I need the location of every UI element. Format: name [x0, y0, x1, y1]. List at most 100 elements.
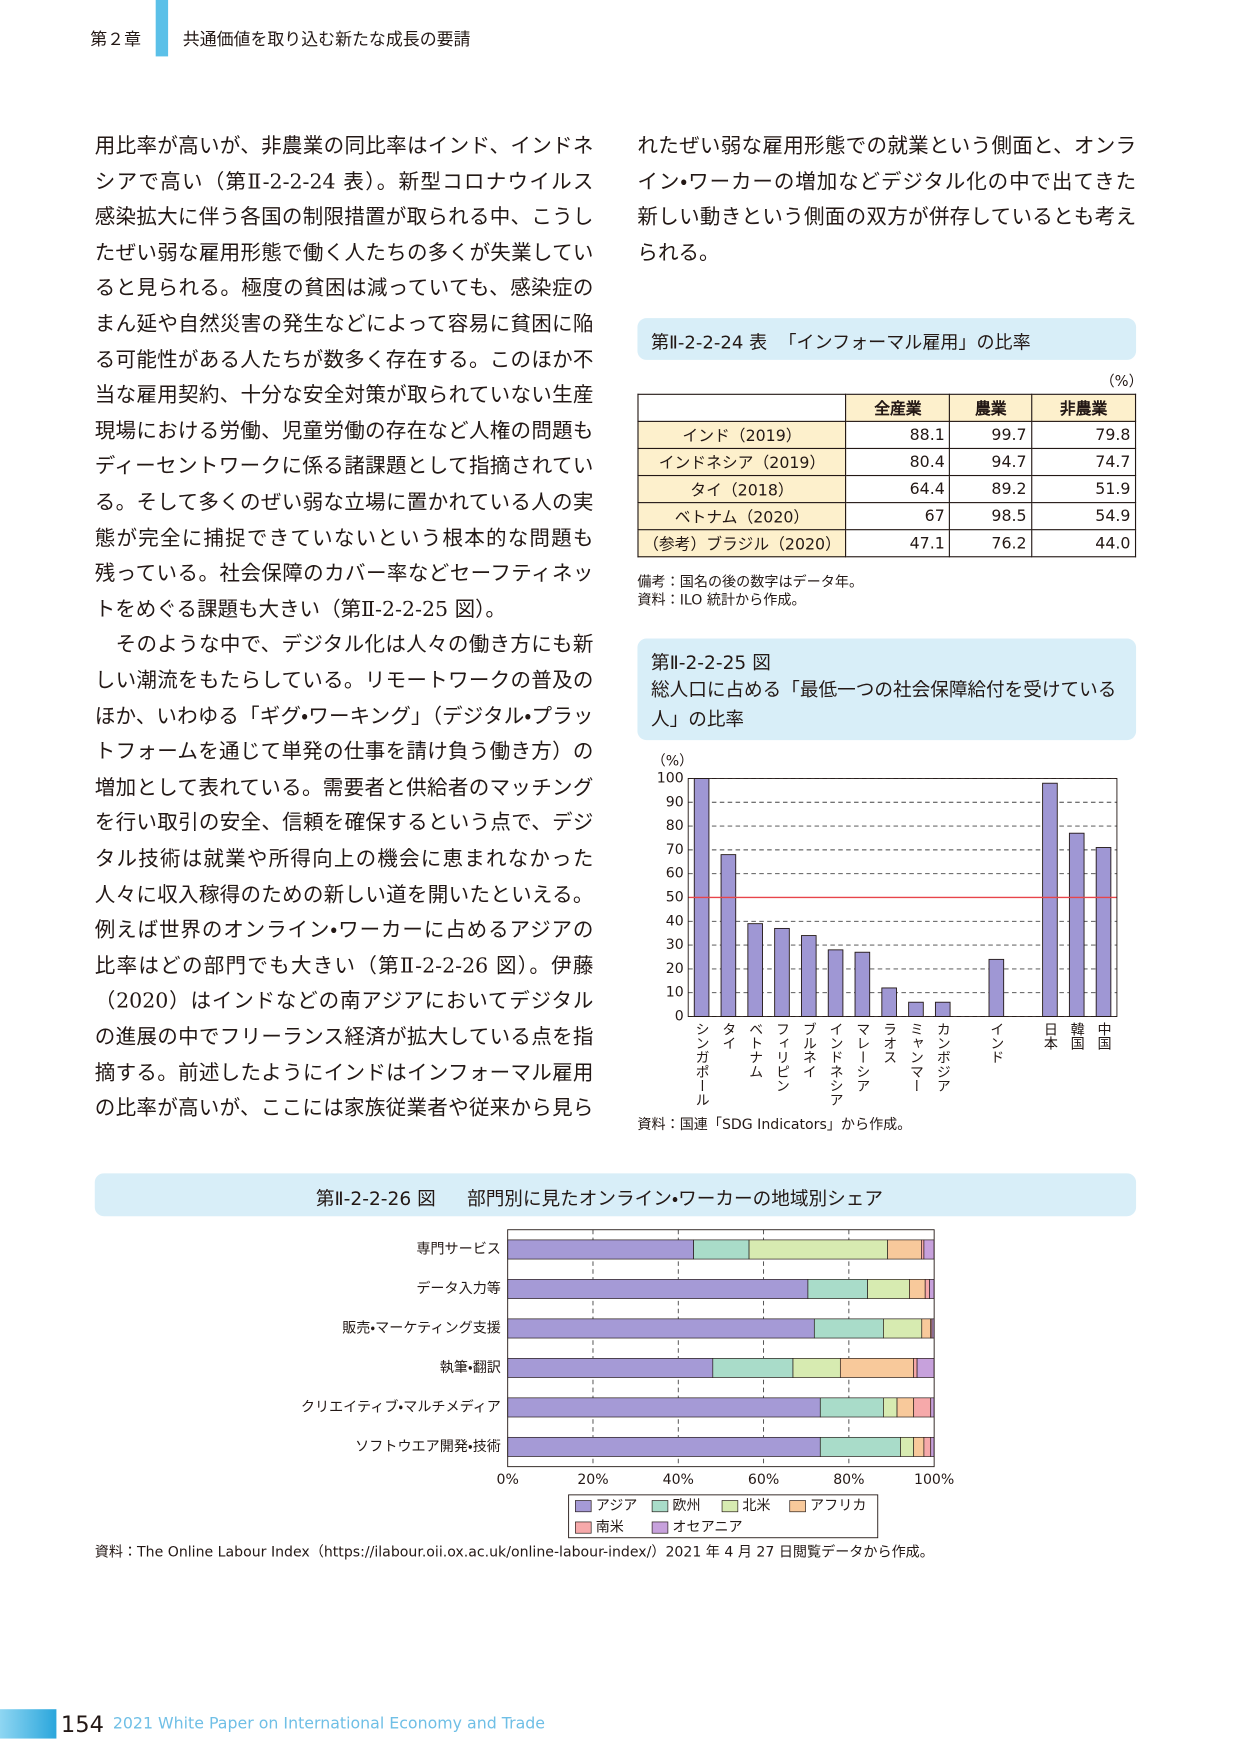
body-line: 摘する。前述したようにインドはインフォーマル雇用 — [94, 1061, 594, 1085]
table-cell: 80.4 — [845, 447, 951, 477]
row-label: （参考）ブラジル（2020） — [637, 529, 847, 558]
figure-title-box: 第Ⅱ-2-2-26 図 部門別に見たオンライン・ワーカーの地域別シェア — [94, 1173, 1137, 1217]
bar — [908, 1001, 924, 1017]
bar-segment — [507, 1239, 694, 1260]
bar-segment — [507, 1358, 714, 1378]
bar — [720, 854, 737, 1017]
table-cell: 64.4 — [845, 474, 951, 504]
bar-segment — [930, 1436, 935, 1457]
legend-label: アジア — [596, 1498, 638, 1514]
bar — [774, 927, 790, 1017]
bar-segment — [792, 1358, 841, 1378]
y-tick-label: 10 — [666, 985, 684, 1001]
bar-segment — [900, 1436, 915, 1457]
table-wrap: 全産業 農業 非農業 インド（2019） 88.1 99.7 79.8 インドネシア（2019… — [637, 393, 1137, 558]
body-line: ると見られる。極度の貧困は減っていても、感染症の — [94, 276, 594, 301]
body-line: しい潮流をもたらしている。リモートワークの普及の — [94, 669, 594, 693]
body-line: そのような中で、デジタル化は人々の働き方にも新 — [94, 633, 594, 658]
x-tick-label: インドネシア — [828, 1022, 844, 1107]
figure-label: 第Ⅱ-2-2-26 図 — [315, 1187, 436, 1210]
bar — [1068, 832, 1085, 1017]
body-line: の比率が高いが、ここには家族従業者や従来から見ら — [94, 1096, 594, 1121]
column-header: 全産業 — [845, 393, 951, 422]
x-tick-label: 20% — [577, 1472, 608, 1488]
x-tick-label: シンガポール — [694, 1022, 710, 1107]
body-line: を行い取引の安全、信頼を確保するという点で、デジ — [94, 811, 594, 836]
body-line: シアで高い（第Ⅱ-2-2-24 表）。新型コロナウイルス — [94, 169, 594, 194]
header-bar — [155, 0, 169, 57]
table-cell: 98.5 — [949, 502, 1033, 531]
plot-frame — [507, 1229, 935, 1468]
table-cell: 79.8 — [1031, 420, 1137, 450]
bar-segment — [924, 1279, 930, 1299]
bar — [881, 987, 897, 1017]
table-header-row: 全産業 農業 非農業 — [637, 393, 1137, 422]
table-cell: 44.0 — [1031, 529, 1137, 558]
bar-segment — [807, 1279, 868, 1299]
table-row: （参考）ブラジル（2020） 47.1 76.2 44.0 — [637, 529, 1137, 558]
table-unit: （%） — [1099, 373, 1144, 391]
bar-segment — [923, 1436, 932, 1457]
y-tick-label: 50 — [666, 889, 684, 905]
x-tick-label: カンボジア — [935, 1022, 951, 1093]
y-tick-label: 60 — [666, 866, 684, 882]
body-line: ほか、いわゆる「ギグ・ワーキング」（デジタル・プラッ — [94, 704, 594, 729]
bar — [988, 958, 1005, 1017]
bar-segment — [867, 1279, 910, 1299]
table-cell: 94.7 — [949, 447, 1033, 477]
body-line: 態が完全に捕捉できていないという根本的な問題も — [94, 526, 594, 551]
bar-segment — [921, 1318, 932, 1339]
legend-label: 欧州 — [672, 1498, 700, 1514]
bar-segment — [883, 1318, 923, 1339]
legend-label: 北米 — [742, 1498, 770, 1514]
table-cell: 51.9 — [1031, 474, 1137, 504]
x-tick-label: 40% — [663, 1472, 694, 1488]
y-tick-label: 執筆・翻訳 — [440, 1360, 501, 1376]
body-line: ディーセントワークに係る諸課題として指摘されてい — [94, 455, 594, 479]
table-row: ベトナム（2020） 67 98.5 54.9 — [637, 502, 1137, 531]
body-line: 増加として表れている。需要者と供給者のマッチング — [94, 775, 594, 800]
x-tick-label: 60% — [748, 1472, 779, 1488]
bar-segment — [913, 1436, 925, 1457]
table: 全産業 農業 非農業 インド（2019） 88.1 99.7 79.8 インドネシア（2019… — [637, 393, 1137, 558]
body-line: 比率はどの部門でも大きい（第Ⅱ-2-2-26 図）。伊藤 — [94, 954, 594, 978]
legend-label: アフリカ — [810, 1498, 866, 1514]
bar-segment — [887, 1239, 922, 1260]
y-tick-label: ソフトウエア開発・技術 — [355, 1439, 501, 1455]
x-tick-label: インド — [988, 1022, 1004, 1064]
body-line: る可能性がある人たちが数多く存在する。このほか不 — [94, 348, 594, 372]
publication: 2021 White Paper on International Econom… — [112, 1714, 546, 1733]
bar-segment — [712, 1358, 794, 1378]
body-line: 用比率が高いが、非農業の同比率はインド、インドネ — [94, 134, 594, 158]
legend-label: オセアニア — [672, 1520, 742, 1536]
body-line: 残っている。社会保障のカバー率などセーフティネッ — [94, 562, 594, 586]
column-header: 非農業 — [1031, 393, 1137, 422]
bar-segment — [896, 1397, 915, 1418]
bar-segment — [929, 1279, 935, 1299]
plot-frame — [687, 778, 1118, 1017]
table-title: 「インフォーマル雇用」の比率 — [778, 331, 1031, 354]
x-tick-label: マレーシア — [854, 1022, 870, 1093]
bar-segment — [913, 1358, 918, 1378]
y-tick-label: クリエイティブ・マルチメディア — [301, 1398, 501, 1415]
x-tick-label: 100% — [914, 1472, 954, 1488]
table-cell: 99.7 — [949, 420, 1033, 450]
y-tick-label: 専門サービス — [416, 1241, 501, 1257]
table-label: 第Ⅱ-2-2-24 表 — [650, 331, 768, 354]
table-note: 備考：国名の後の数字はデータ年。 — [637, 573, 864, 591]
table-cell: 67 — [845, 502, 951, 531]
page-number: 154 — [60, 1710, 105, 1738]
bar — [854, 951, 871, 1017]
row-label: インド（2019） — [637, 420, 847, 450]
bar-segment — [930, 1397, 935, 1418]
footer-bar — [0, 1709, 57, 1739]
body-line: れたぜい弱な雇用形態での就業という側面と、オンラ — [637, 134, 1137, 158]
legend-swatch — [575, 1500, 592, 1513]
bar-segment — [916, 1358, 935, 1378]
figure-title: 総人口に占める「最低一つの社会保障給付を受けている人」の比率 — [650, 679, 1117, 730]
table-title-box: 第Ⅱ-2-2-24 表「インフォーマル雇用」の比率 — [637, 318, 1137, 360]
bar-segment — [819, 1436, 901, 1457]
x-tick-label: 日本 — [1042, 1022, 1058, 1051]
